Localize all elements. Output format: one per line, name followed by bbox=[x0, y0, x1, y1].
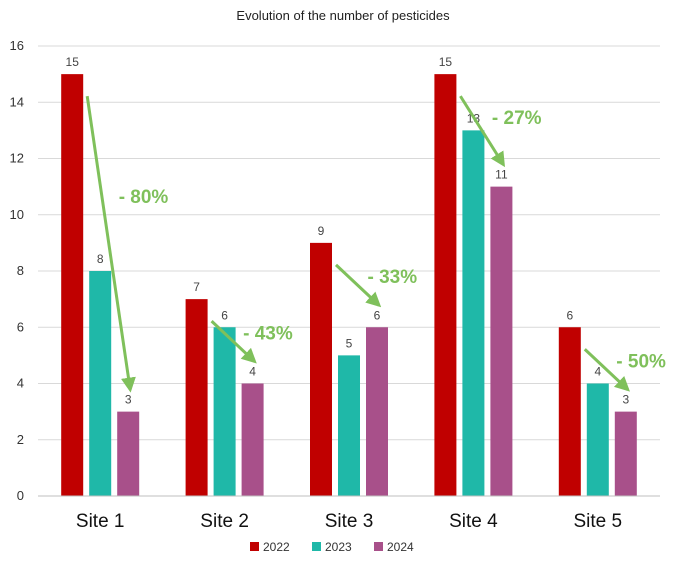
bar-site-2-2023 bbox=[213, 327, 236, 496]
change-arrow-site-2 bbox=[210, 320, 257, 364]
gridlines bbox=[38, 45, 660, 441]
data-label-site-4-2022: 15 bbox=[439, 55, 453, 69]
y-tick-label-2: 2 bbox=[17, 432, 24, 447]
change-arrow-site-4 bbox=[459, 95, 505, 168]
bar-site-1-2024 bbox=[117, 411, 140, 496]
legend-swatch-2024 bbox=[374, 542, 383, 551]
bar-site-5-2022 bbox=[558, 327, 581, 496]
change-arrow-site-1 bbox=[85, 95, 136, 393]
data-label-site-5-2023: 4 bbox=[594, 365, 601, 379]
legend-label-2024: 2024 bbox=[387, 540, 414, 554]
bar-site-4-2024 bbox=[490, 186, 513, 496]
legend-swatch-2022 bbox=[250, 542, 259, 551]
data-label-site-3-2022: 9 bbox=[318, 224, 325, 238]
change-label-site-2: - 43% bbox=[243, 323, 293, 344]
change-label-site-1: - 80% bbox=[119, 187, 169, 208]
x-tick-label-site-3: Site 3 bbox=[325, 511, 374, 532]
bar-site-1-2023 bbox=[89, 271, 112, 496]
data-label-site-2-2023: 6 bbox=[221, 308, 228, 322]
legend-label-2022: 2022 bbox=[263, 540, 290, 554]
x-tick-label-site-1: Site 1 bbox=[76, 511, 125, 532]
data-label-site-3-2024: 6 bbox=[374, 308, 381, 322]
change-label-site-5: - 50% bbox=[616, 351, 666, 372]
bar-site-5-2023 bbox=[586, 383, 609, 496]
data-label-site-2-2024: 4 bbox=[249, 365, 256, 379]
bar-site-1-2022 bbox=[61, 74, 84, 496]
change-annotations: - 80% - 43% - 33% - 27% - 50% bbox=[85, 95, 666, 393]
change-arrow-site-3 bbox=[334, 263, 382, 308]
data-label-site-3-2023: 5 bbox=[346, 336, 353, 350]
y-tick-label-6: 6 bbox=[17, 319, 24, 334]
bar-site-3-2023 bbox=[338, 355, 360, 496]
data-label-site-2-2022: 7 bbox=[193, 280, 200, 294]
y-tick-label-4: 4 bbox=[17, 376, 24, 391]
x-tick-label-site-5: Site 5 bbox=[574, 511, 623, 532]
legend-swatch-2023 bbox=[312, 542, 321, 551]
chart-title: Evolution of the number of pesticides bbox=[236, 8, 450, 23]
bar-site-3-2022 bbox=[310, 242, 332, 496]
data-labels: 1579156865134346113 bbox=[66, 55, 630, 407]
bar-site-2-2022 bbox=[185, 299, 208, 496]
bar-site-3-2024 bbox=[366, 327, 388, 496]
y-tick-label-14: 14 bbox=[10, 94, 24, 109]
change-label-site-3: - 33% bbox=[368, 267, 418, 288]
bars bbox=[61, 74, 637, 496]
bar-site-4-2022 bbox=[434, 74, 457, 496]
legend: 2022 2023 2024 bbox=[250, 540, 414, 554]
change-arrow-site-5 bbox=[583, 348, 630, 392]
legend-label-2023: 2023 bbox=[325, 540, 352, 554]
data-label-site-4-2024: 11 bbox=[495, 168, 508, 182]
y-tick-label-8: 8 bbox=[17, 263, 24, 278]
y-tick-label-10: 10 bbox=[10, 207, 24, 222]
data-label-site-1-2024: 3 bbox=[125, 393, 132, 407]
y-tick-label-12: 12 bbox=[10, 151, 24, 166]
x-tick-label-site-2: Site 2 bbox=[200, 511, 249, 532]
bar-site-2-2024 bbox=[241, 383, 264, 496]
bar-site-5-2024 bbox=[614, 411, 637, 496]
y-tick-label-16: 16 bbox=[10, 38, 24, 53]
change-label-site-4: - 27% bbox=[492, 108, 542, 129]
x-tick-label-site-4: Site 4 bbox=[449, 511, 498, 532]
data-label-site-1-2023: 8 bbox=[97, 252, 104, 266]
data-label-site-5-2024: 3 bbox=[622, 393, 629, 407]
bar-site-4-2023 bbox=[462, 130, 485, 496]
data-label-site-5-2022: 6 bbox=[566, 308, 573, 322]
data-label-site-1-2022: 15 bbox=[66, 55, 80, 69]
axes: 0 2 4 6 8 10 12 14 16 Site 1 Site 2 Site 3 Site 4 Sit… bbox=[10, 38, 660, 532]
y-tick-label-0: 0 bbox=[17, 488, 24, 503]
